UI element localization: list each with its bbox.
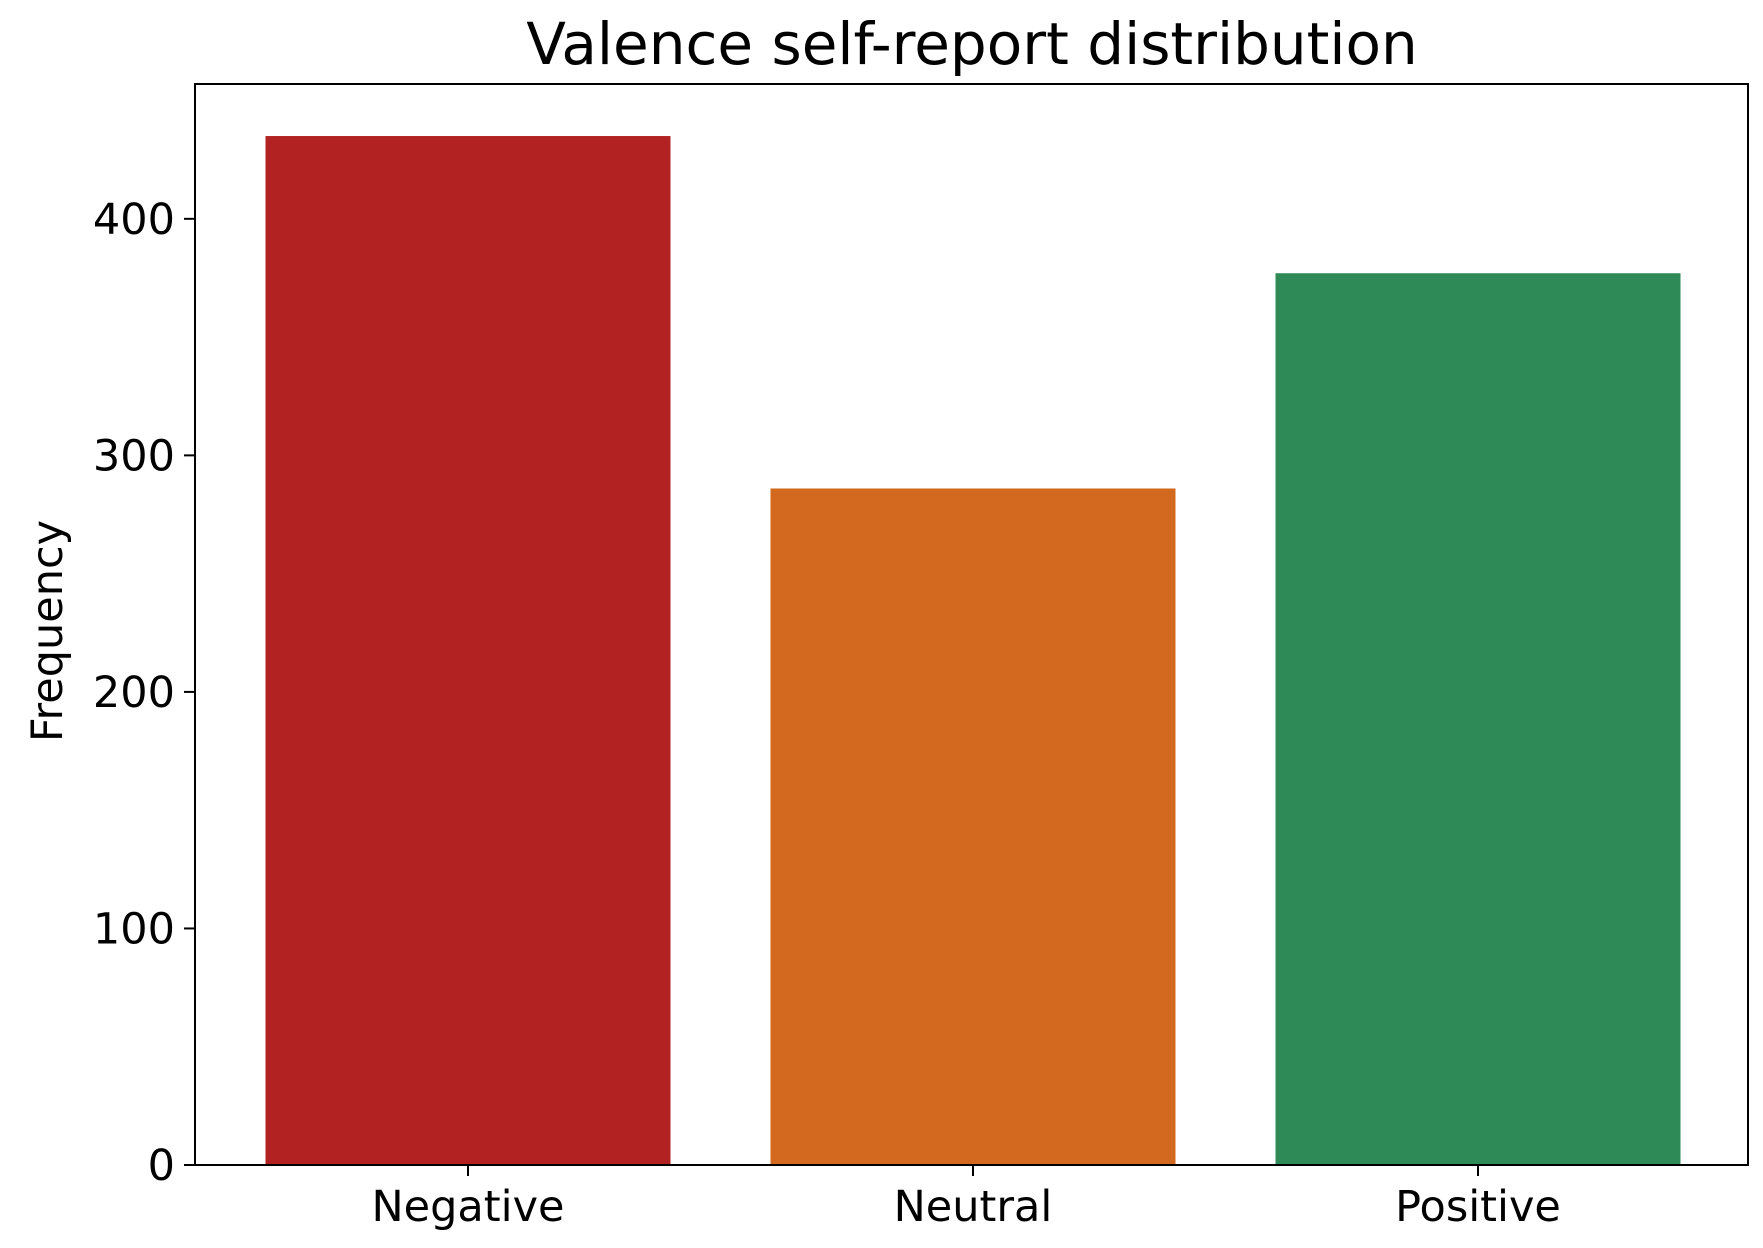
plot-frame <box>194 83 1749 1166</box>
y-axis: 0 100 200 300 400 <box>93 195 195 1191</box>
bar-positive <box>1275 273 1681 1165</box>
y-tick-label: 0 <box>148 1141 175 1191</box>
bar-neutral <box>770 488 1176 1165</box>
bars-group <box>265 136 1681 1165</box>
x-axis: Negative Neutral Positive <box>372 1165 1561 1232</box>
y-tick-label: 300 <box>93 431 175 481</box>
y-tick-label: 200 <box>93 668 175 718</box>
bar-negative <box>265 136 671 1165</box>
y-tick-label: 100 <box>93 905 175 955</box>
x-tick-label-positive: Positive <box>1395 1182 1561 1232</box>
x-tick-label-negative: Negative <box>372 1182 565 1232</box>
x-tick-label-neutral: Neutral <box>894 1182 1053 1232</box>
chart-title: Valence self-report distribution <box>526 10 1418 78</box>
y-tick-label: 400 <box>93 195 175 245</box>
y-axis-label: Frequency <box>23 520 73 742</box>
